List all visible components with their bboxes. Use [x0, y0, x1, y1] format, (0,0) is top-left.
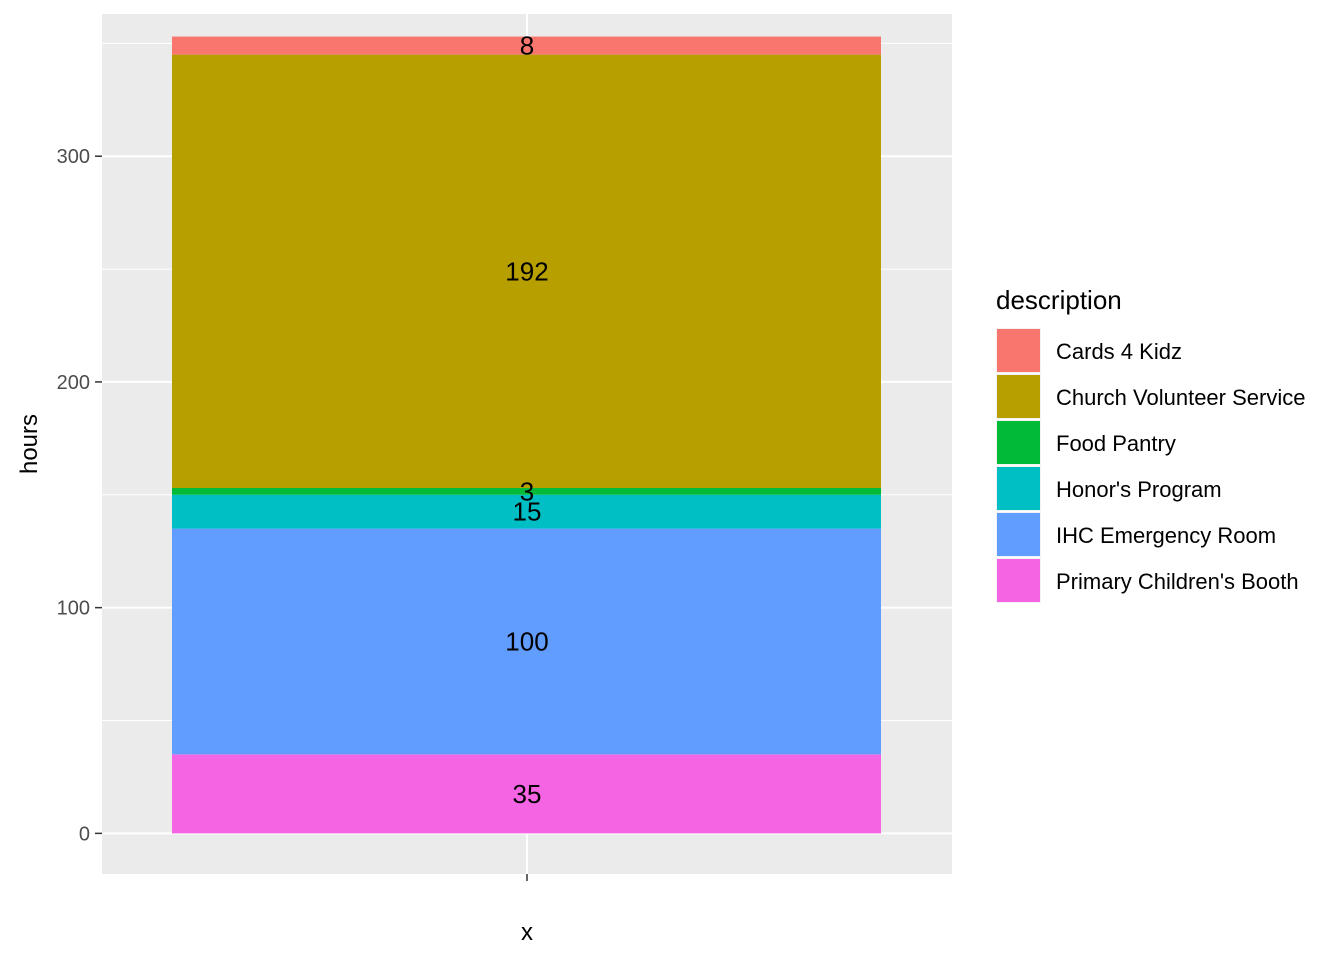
- bar-value-label: 100: [505, 627, 548, 657]
- bar-segment: [172, 754, 881, 834]
- y-tick-label: 200: [57, 372, 90, 394]
- legend-label: IHC Emergency Room: [1056, 523, 1276, 548]
- bar-segment: [172, 494, 881, 529]
- bar-segment: [172, 36, 881, 55]
- bar-value-label: 35: [513, 779, 542, 809]
- y-axis-title: hours: [16, 414, 43, 474]
- bar-segment: [172, 54, 881, 489]
- bar-segments: [172, 36, 881, 834]
- legend-label: Food Pantry: [1056, 431, 1176, 456]
- legend-title: description: [996, 285, 1122, 315]
- y-tick-label: 100: [57, 598, 90, 620]
- legend: description Cards 4 Kidz Church Volunteer…: [996, 285, 1305, 603]
- bar-segment: [172, 488, 881, 495]
- bar-segment: [172, 528, 881, 755]
- legend-label: Primary Children's Booth: [1056, 569, 1299, 594]
- legend-swatch: [997, 559, 1040, 602]
- x-axis-title: x: [521, 919, 533, 946]
- legend-swatch: [997, 513, 1040, 556]
- legend-swatch: [997, 329, 1040, 372]
- y-tick-label: 0: [79, 823, 90, 845]
- legend-label: Church Volunteer Service: [1056, 385, 1305, 410]
- legend-swatch: [997, 467, 1040, 510]
- bar-value-label: 3: [520, 476, 534, 506]
- legend-label: Cards 4 Kidz: [1056, 339, 1182, 364]
- bar-value-label: 15: [513, 497, 542, 527]
- legend-swatch: [997, 375, 1040, 418]
- legend-swatch: [997, 421, 1040, 464]
- bar-value-label: 8: [520, 31, 534, 61]
- data-labels: 35 100 153 192 8: [505, 31, 548, 809]
- legend-label: Honor's Program: [1056, 477, 1222, 502]
- bar-value-label: 192: [505, 256, 548, 286]
- y-tick-label: 300: [57, 146, 90, 168]
- y-axis: 0 100 200 300: [57, 146, 102, 845]
